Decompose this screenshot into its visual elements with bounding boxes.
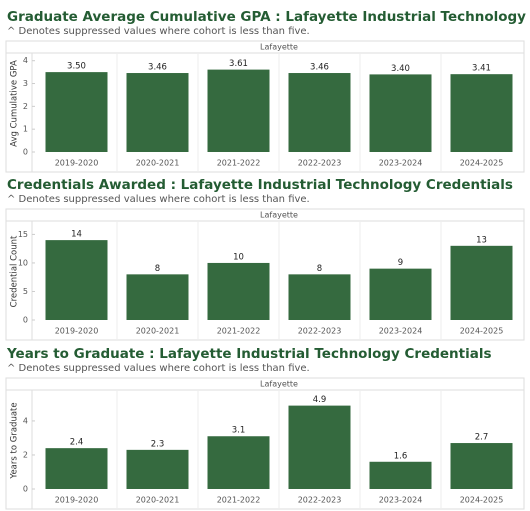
x-tick-label: 2020-2021 xyxy=(136,496,180,505)
y-tick-label: 15 xyxy=(18,230,28,239)
value-label: 3.46 xyxy=(310,63,329,73)
panel-header: Lafayette xyxy=(260,43,298,52)
y-tick-label: 0 xyxy=(23,316,28,325)
x-tick-label: 2020-2021 xyxy=(136,159,180,168)
chart-title: Years to Graduate : Lafayette Industrial… xyxy=(6,346,492,362)
bar xyxy=(369,461,432,489)
value-label: 1.6 xyxy=(394,451,408,461)
bar xyxy=(288,274,351,320)
y-axis-label: Years to Graduate xyxy=(10,402,20,479)
chart-subtitle: ^ Denotes suppressed values where cohort… xyxy=(7,26,310,37)
panel-frame xyxy=(5,40,525,173)
y-tick-label: 1 xyxy=(23,125,28,134)
x-tick-label: 2023-2024 xyxy=(379,496,423,505)
bar xyxy=(45,448,108,489)
bar xyxy=(207,262,270,320)
panel-header: Lafayette xyxy=(260,380,298,389)
y-tick-label: 2 xyxy=(23,450,28,459)
y-tick-label: 4 xyxy=(23,416,28,425)
y-tick-label: 10 xyxy=(18,258,28,267)
value-label: 3.61 xyxy=(229,59,248,69)
bar xyxy=(450,443,513,489)
x-tick-label: 2022-2023 xyxy=(298,327,342,336)
y-tick-label: 2 xyxy=(23,102,28,111)
y-tick-label: 0 xyxy=(23,148,28,157)
y-tick-label: 5 xyxy=(23,287,28,296)
bar xyxy=(126,73,189,152)
chart-title: Graduate Average Cumulative GPA : Lafaye… xyxy=(7,9,530,25)
x-tick-label: 2020-2021 xyxy=(136,327,180,336)
y-tick-label: 4 xyxy=(23,56,28,65)
chart-subtitle: ^ Denotes suppressed values where cohort… xyxy=(7,363,310,374)
bar xyxy=(45,240,108,320)
bar xyxy=(450,245,513,320)
x-tick-label: 2021-2022 xyxy=(217,327,261,336)
chart-subtitle: ^ Denotes suppressed values where cohort… xyxy=(7,194,310,205)
bar xyxy=(126,274,189,320)
value-label: 3.40 xyxy=(391,64,410,74)
value-label: 10 xyxy=(233,252,244,262)
bar xyxy=(207,436,270,489)
panel-frame xyxy=(5,377,525,510)
y-tick-label: 3 xyxy=(23,79,28,88)
bar xyxy=(288,73,351,152)
value-label: 2.4 xyxy=(70,438,84,448)
x-tick-label: 2019-2020 xyxy=(55,327,99,336)
x-tick-label: 2022-2023 xyxy=(298,496,342,505)
value-label: 3.1 xyxy=(232,426,246,436)
value-label: 3.41 xyxy=(472,64,491,74)
bar xyxy=(369,74,432,152)
value-label: 2.3 xyxy=(151,439,165,449)
bar xyxy=(45,72,108,152)
x-tick-label: 2023-2024 xyxy=(379,327,423,336)
bar xyxy=(207,69,270,152)
value-label: 3.46 xyxy=(148,63,167,73)
x-tick-label: 2024-2025 xyxy=(460,496,504,505)
x-tick-label: 2021-2022 xyxy=(217,496,261,505)
x-tick-label: 2024-2025 xyxy=(460,159,504,168)
x-tick-label: 2019-2020 xyxy=(55,159,99,168)
x-tick-label: 2022-2023 xyxy=(298,159,342,168)
panel-frame xyxy=(5,208,525,341)
value-label: 9 xyxy=(398,258,403,268)
value-label: 14 xyxy=(71,230,82,240)
value-label: 8 xyxy=(317,264,322,274)
chart-title: Credentials Awarded : Lafayette Industri… xyxy=(7,177,513,193)
y-axis-label: Avg Cumulative GPA xyxy=(10,60,20,147)
value-label: 2.7 xyxy=(475,433,489,443)
x-tick-label: 2024-2025 xyxy=(460,327,504,336)
value-label: 4.9 xyxy=(313,395,327,405)
y-axis-label: Credential Count xyxy=(10,235,20,307)
x-tick-label: 2023-2024 xyxy=(379,159,423,168)
y-tick-label: 0 xyxy=(23,485,28,494)
value-label: 13 xyxy=(476,235,487,245)
panel-header: Lafayette xyxy=(260,211,298,220)
x-tick-label: 2021-2022 xyxy=(217,159,261,168)
x-tick-label: 2019-2020 xyxy=(55,496,99,505)
bar xyxy=(288,405,351,489)
value-label: 8 xyxy=(155,264,160,274)
value-label: 3.50 xyxy=(67,62,86,72)
bar xyxy=(126,449,189,489)
bar xyxy=(369,268,432,320)
bar xyxy=(450,74,513,152)
